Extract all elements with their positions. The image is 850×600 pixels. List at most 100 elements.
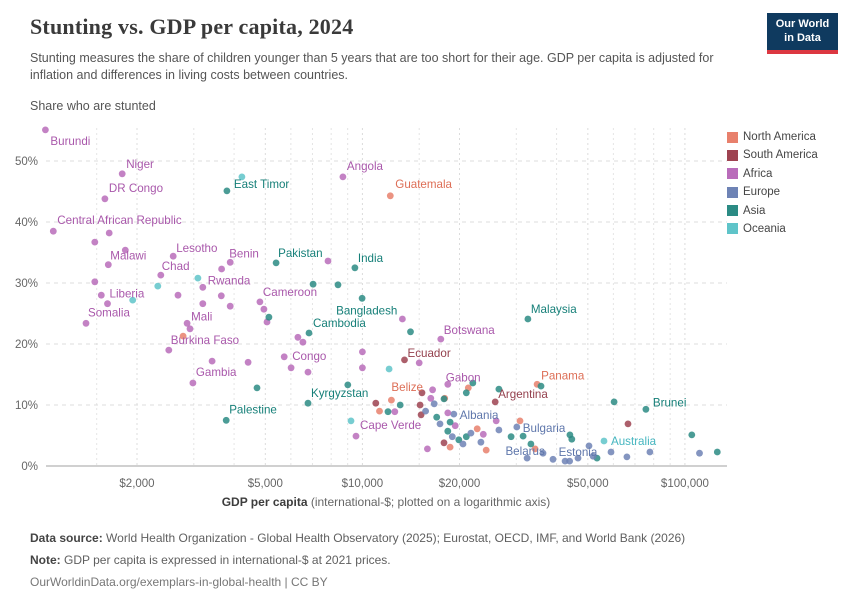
country-label-guatemala[interactable]: Guatemala xyxy=(395,178,452,191)
data-point[interactable] xyxy=(448,433,456,441)
data-point[interactable] xyxy=(253,384,261,392)
data-point[interactable] xyxy=(519,432,527,440)
point-east-timor[interactable] xyxy=(223,187,231,195)
data-point[interactable] xyxy=(407,328,414,336)
data-point[interactable] xyxy=(186,325,194,333)
data-point[interactable] xyxy=(265,313,273,321)
data-point[interactable] xyxy=(589,452,597,460)
data-point[interactable] xyxy=(226,302,234,310)
data-point[interactable] xyxy=(199,300,207,308)
country-label-malaysia[interactable]: Malaysia xyxy=(531,303,577,316)
data-point[interactable] xyxy=(384,408,392,416)
point-mali[interactable] xyxy=(183,319,191,327)
country-label-belize[interactable]: Belize xyxy=(391,381,423,394)
point-cambodia[interactable] xyxy=(305,329,313,337)
country-label-belarus[interactable]: Belarus xyxy=(505,445,545,458)
country-label-india[interactable]: India xyxy=(358,252,384,265)
data-point[interactable] xyxy=(174,291,182,299)
data-point[interactable] xyxy=(479,430,487,438)
owid-logo[interactable]: Our World in Data xyxy=(767,13,838,54)
country-label-botswana[interactable]: Botswana xyxy=(444,324,495,337)
data-point[interactable] xyxy=(91,238,99,246)
country-label-estonia[interactable]: Estonia xyxy=(559,446,598,459)
data-point[interactable] xyxy=(451,422,459,430)
data-point[interactable] xyxy=(516,417,524,425)
data-point[interactable] xyxy=(610,398,618,406)
point-congo[interactable] xyxy=(280,353,288,361)
country-label-liberia[interactable]: Liberia xyxy=(110,288,145,301)
data-point[interactable] xyxy=(467,429,475,437)
data-point[interactable] xyxy=(607,448,615,456)
data-point[interactable] xyxy=(477,438,485,446)
data-point[interactable] xyxy=(462,389,470,397)
point-belize[interactable] xyxy=(388,396,395,404)
data-point[interactable] xyxy=(418,389,426,397)
country-label-rwanda[interactable]: Rwanda xyxy=(208,274,251,287)
point-burundi[interactable] xyxy=(42,126,49,134)
legend-item-oceania[interactable]: Oceania xyxy=(727,220,818,238)
country-label-cambodia[interactable]: Cambodia xyxy=(313,317,366,330)
data-point[interactable] xyxy=(309,280,317,288)
point-botswana[interactable] xyxy=(437,335,445,343)
point-ecuador[interactable] xyxy=(401,356,408,364)
license-line[interactable]: OurWorldinData.org/exemplars-in-global-h… xyxy=(30,575,328,589)
point-chad[interactable] xyxy=(157,271,165,279)
data-point[interactable] xyxy=(344,381,352,389)
data-point[interactable] xyxy=(105,229,113,237)
point-cameroon[interactable] xyxy=(256,298,264,306)
data-point[interactable] xyxy=(433,413,441,421)
point-niger[interactable] xyxy=(118,170,126,178)
data-point[interactable] xyxy=(446,418,454,426)
legend-item-south-america[interactable]: South America xyxy=(727,146,818,164)
country-label-niger[interactable]: Niger xyxy=(126,158,154,171)
data-point[interactable] xyxy=(455,436,463,444)
country-label-somalia[interactable]: Somalia xyxy=(88,306,130,319)
country-label-pakistan[interactable]: Pakistan xyxy=(278,247,322,260)
data-point[interactable] xyxy=(372,399,380,407)
data-point[interactable] xyxy=(495,426,503,434)
legend-item-europe[interactable]: Europe xyxy=(727,183,818,201)
data-point[interactable] xyxy=(444,409,452,417)
data-point[interactable] xyxy=(218,265,226,273)
point-benin[interactable] xyxy=(226,258,234,266)
country-label-east-timor[interactable]: East Timor xyxy=(234,178,290,191)
point-estonia[interactable] xyxy=(574,454,582,462)
country-label-palestine[interactable]: Palestine xyxy=(229,403,277,416)
country-label-chad[interactable]: Chad xyxy=(162,260,190,273)
data-point[interactable] xyxy=(422,407,429,415)
point-argentina[interactable] xyxy=(491,398,499,406)
country-label-cameroon[interactable]: Cameroon xyxy=(263,286,317,299)
data-point[interactable] xyxy=(391,408,399,416)
point-rwanda[interactable] xyxy=(199,283,207,291)
point-pakistan[interactable] xyxy=(272,259,280,267)
data-point[interactable] xyxy=(429,386,436,394)
country-label-ecuador[interactable]: Ecuador xyxy=(408,347,451,360)
data-point[interactable] xyxy=(359,364,366,372)
data-point[interactable] xyxy=(334,281,342,289)
data-point[interactable] xyxy=(696,449,703,457)
data-point[interactable] xyxy=(473,425,481,433)
country-label-lesotho[interactable]: Lesotho xyxy=(176,242,217,255)
data-point[interactable] xyxy=(527,440,535,448)
data-point[interactable] xyxy=(688,431,696,439)
country-label-brunei[interactable]: Brunei xyxy=(653,396,687,409)
country-label-benin[interactable]: Benin xyxy=(229,247,259,260)
point-malaysia[interactable] xyxy=(524,315,532,323)
point-kyrgyzstan[interactable] xyxy=(304,399,312,407)
data-point[interactable] xyxy=(399,315,406,323)
data-point[interactable] xyxy=(436,420,444,428)
point-dr-congo[interactable] xyxy=(101,195,109,203)
country-label-argentina[interactable]: Argentina xyxy=(498,388,548,401)
country-label-dr-congo[interactable]: DR Congo xyxy=(109,182,163,195)
point-liberia[interactable] xyxy=(104,300,111,308)
point-palestine[interactable] xyxy=(222,416,230,424)
data-point[interactable] xyxy=(299,338,307,346)
data-point[interactable] xyxy=(585,442,593,450)
data-point[interactable] xyxy=(304,368,312,376)
country-label-congo[interactable]: Congo xyxy=(292,350,326,363)
data-point[interactable] xyxy=(507,433,515,441)
point-belarus[interactable] xyxy=(523,454,531,462)
legend-item-north-america[interactable]: North America xyxy=(727,128,818,146)
data-point[interactable] xyxy=(208,357,216,365)
point-burkina-faso[interactable] xyxy=(165,346,173,354)
